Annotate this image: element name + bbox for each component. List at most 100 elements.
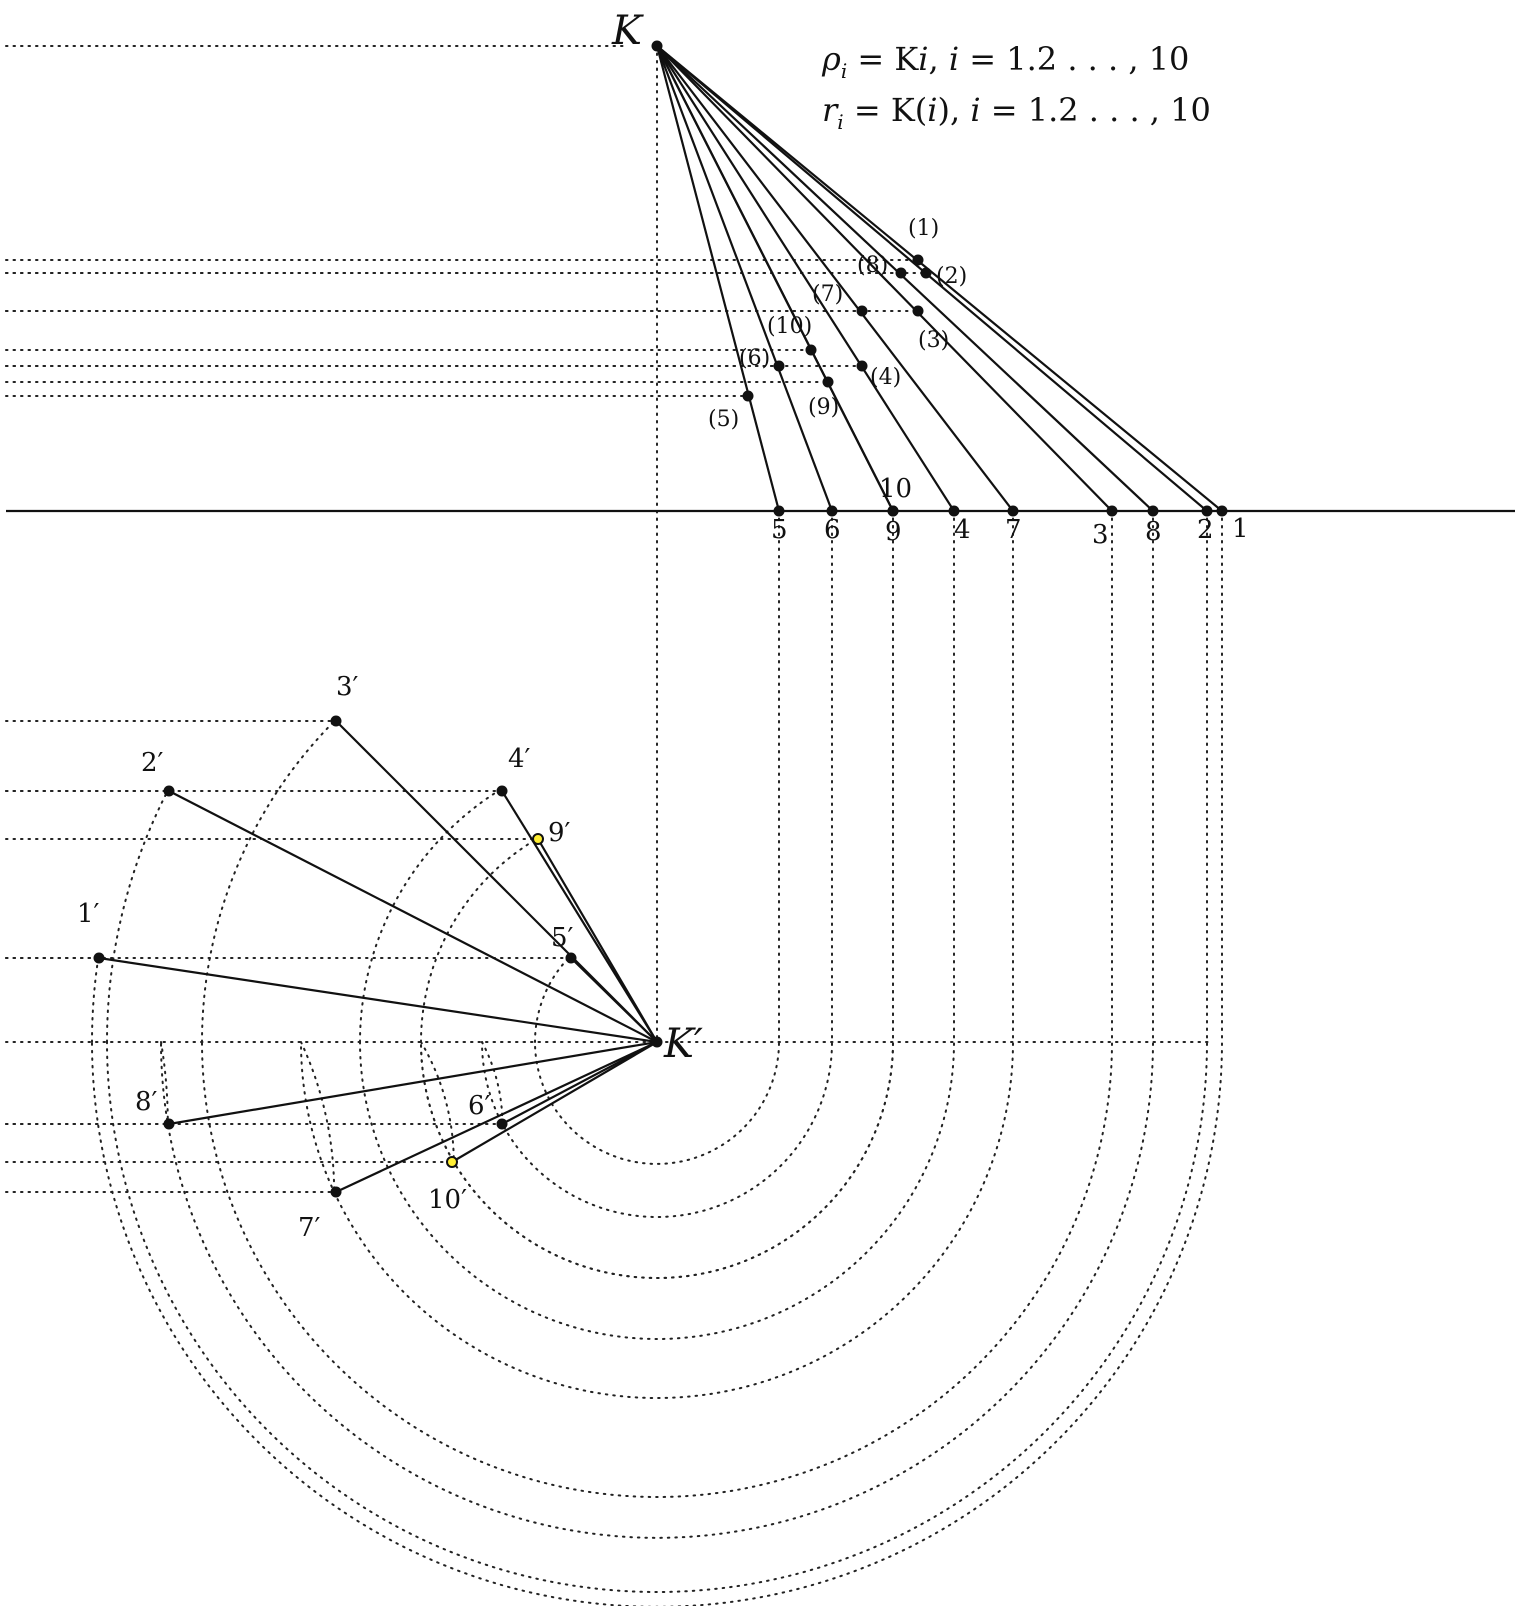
radius-arc-upper-4 [359,790,500,1043]
plan-ray-10 [451,1041,658,1163]
front-ray-8 [656,45,1154,512]
front-label-6: (6) [739,346,770,371]
apex-bottom-label: K′ [663,1021,703,1067]
equation-rho-tail: , [929,40,949,78]
radius-arc-upper-7 [300,1041,336,1193]
front-point-4 [856,360,868,372]
ground-label-4: 4 [954,515,971,545]
plan-point-9 [532,833,544,845]
equation-r-range: = 1.2 . . . , 10 [981,91,1211,129]
apex-bottom-point [651,1036,663,1048]
front-label-8: (8) [857,253,888,278]
radius-arc-upper-10 [420,1041,455,1163]
equation-r-ivar: i [970,91,980,129]
plan-label-8: 8′ [135,1087,158,1117]
plan-label-3: 3′ [336,672,359,702]
front-point-10 [805,344,817,356]
ground-label-8: 8 [1145,517,1162,547]
ground-label-3: 3 [1092,520,1109,550]
radius-arcs [91,510,1223,1608]
equation-r-lhs: r [822,91,839,129]
plan-label-6: 6′ [468,1091,491,1121]
projection-lines [5,45,1211,1193]
front-label-9: (9) [808,395,839,420]
front-point-3 [912,305,924,317]
front-ray-2 [656,45,1208,512]
equation-r-tail: ), [937,91,970,129]
radius-arc-upper-1 [91,957,100,1043]
ground-point-7 [1007,505,1019,517]
front-ray-4 [656,45,955,512]
plan-point-5 [565,952,577,964]
front-ray-10 [656,45,894,512]
front-point-5 [742,390,754,402]
plan-ray-2 [168,790,658,1043]
apex-top-label: K [611,8,644,54]
equation-r: ri = K(i), i = 1.2 . . . , 10 [822,91,1211,134]
equation-rho-lhs: ρ [821,40,841,78]
front-point-6 [773,360,785,372]
point-markers [93,40,1228,1198]
plan-point-4 [496,785,508,797]
front-ray-7 [656,45,1014,512]
front-point-2 [920,267,932,279]
radius-arc-upper-3 [201,720,336,1043]
equation-rho-ivar: i [949,40,959,78]
plan-label-7: 7′ [298,1213,321,1243]
radius-arc-1 [91,510,1223,1608]
front-label-2: (2) [936,264,967,289]
plan-point-7 [330,1186,342,1198]
front-point-7 [856,305,868,317]
ground-point-6 [826,505,838,517]
ground-label-7: 7 [1005,515,1022,545]
ray-lines [6,45,1515,1193]
plan-label-10: 10′ [428,1185,467,1215]
ground-label-6: 6 [824,515,841,545]
front-point-9 [822,376,834,388]
equation-rho-range: = 1.2 . . . , 10 [959,40,1189,78]
ground-label-9: 9 [885,517,902,547]
radius-arc-2 [106,510,1208,1593]
radius-arc-upper-5 [534,957,570,1043]
plan-point-6 [496,1118,508,1130]
plan-label-4: 4′ [508,744,531,774]
plan-ray-9 [537,838,658,1043]
plan-ray-6 [501,1041,658,1125]
plan-point-10 [446,1156,458,1168]
radius-arc-upper-9 [420,838,538,1043]
front-ray-3 [656,45,1113,512]
radius-arc-8 [160,510,1154,1539]
plan-ray-8 [168,1040,658,1126]
radius-arc-4 [359,510,955,1340]
front-label-10: (10) [767,314,812,339]
equation-rho-rhs: = K [847,40,919,78]
ground-point-8 [1147,505,1159,517]
point-labels: (1) 1 1′ (2) 2 2′ (3) 3 3′ (4) 4 4′ (5) 5 5′ (6) 6 6′ (7) 7… [77,216,1249,1243]
plan-point-2 [163,785,175,797]
radius-arc-3 [201,510,1113,1498]
radius-arc-10 [420,510,894,1279]
plan-point-3 [330,715,342,727]
ground-point-2 [1201,505,1213,517]
front-label-1: (1) [908,216,939,241]
equation-rho-sub: i [841,59,847,83]
equation-rho: ρi = Ki, i = 1.2 . . . , 10 [821,40,1189,83]
ground-label-10: 10 [879,474,912,504]
ground-point-10 [887,505,899,517]
radius-arc-7 [300,510,1014,1399]
plan-label-5: 5′ [551,923,574,953]
front-label-7: (7) [812,282,843,307]
apex-top-point [651,40,663,52]
ground-point-4 [948,505,960,517]
plan-ray-5 [570,957,658,1043]
ground-label-1: 1 [1232,514,1249,544]
equation-rho-var: i [918,40,928,78]
front-label-4: (4) [870,365,901,390]
plan-label-1: 1′ [77,899,100,929]
plan-ray-1 [98,956,658,1044]
plan-ray-4 [501,790,658,1043]
front-label-5: (5) [708,407,739,432]
ground-label-2: 2 [1197,515,1214,545]
